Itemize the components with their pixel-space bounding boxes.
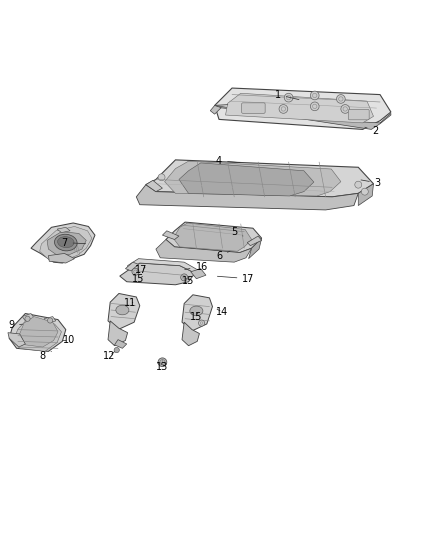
Polygon shape (57, 228, 70, 232)
Text: 17: 17 (135, 265, 148, 275)
Polygon shape (108, 294, 140, 329)
Polygon shape (31, 223, 95, 263)
Circle shape (198, 320, 205, 326)
Circle shape (47, 318, 53, 323)
Text: 15: 15 (182, 276, 195, 286)
Polygon shape (179, 163, 314, 196)
Circle shape (311, 91, 319, 100)
Circle shape (158, 174, 165, 181)
Text: 12: 12 (103, 351, 116, 361)
Text: 10: 10 (63, 335, 75, 345)
Text: 1: 1 (275, 90, 299, 100)
Text: 3: 3 (361, 178, 381, 188)
Circle shape (284, 93, 293, 102)
FancyBboxPatch shape (242, 103, 265, 114)
Polygon shape (47, 232, 86, 254)
Polygon shape (358, 184, 374, 206)
Polygon shape (226, 93, 374, 123)
Polygon shape (115, 340, 127, 349)
Text: 15: 15 (132, 273, 145, 284)
Text: 16: 16 (185, 262, 208, 271)
Circle shape (311, 102, 319, 111)
Text: 8: 8 (40, 351, 51, 361)
Text: 2: 2 (365, 126, 379, 136)
Polygon shape (108, 321, 127, 346)
Circle shape (341, 104, 350, 114)
FancyBboxPatch shape (348, 109, 369, 120)
Polygon shape (125, 262, 138, 271)
Circle shape (158, 358, 167, 367)
Ellipse shape (57, 237, 74, 248)
Circle shape (181, 274, 187, 281)
Text: 7: 7 (61, 238, 86, 247)
Text: 13: 13 (156, 362, 169, 373)
Polygon shape (165, 161, 341, 196)
Polygon shape (156, 239, 252, 262)
Polygon shape (162, 231, 179, 239)
Ellipse shape (190, 306, 203, 316)
Polygon shape (215, 88, 391, 130)
Polygon shape (40, 227, 92, 262)
Polygon shape (182, 295, 212, 331)
Polygon shape (120, 263, 195, 285)
Polygon shape (191, 269, 206, 279)
Ellipse shape (54, 235, 77, 251)
Polygon shape (44, 317, 56, 323)
Text: 4: 4 (216, 156, 240, 166)
Polygon shape (14, 318, 61, 351)
Polygon shape (210, 106, 221, 114)
Circle shape (355, 181, 362, 188)
Polygon shape (136, 184, 358, 210)
Polygon shape (8, 333, 25, 347)
Polygon shape (9, 313, 66, 351)
Polygon shape (215, 106, 391, 130)
Polygon shape (146, 180, 162, 192)
Circle shape (336, 94, 345, 103)
Polygon shape (247, 236, 261, 246)
Polygon shape (146, 160, 374, 197)
Polygon shape (182, 322, 199, 346)
Text: 14: 14 (216, 307, 229, 317)
Polygon shape (127, 259, 199, 273)
Polygon shape (173, 223, 252, 251)
Text: 9: 9 (8, 320, 23, 330)
Polygon shape (22, 313, 34, 321)
Circle shape (114, 348, 119, 353)
Circle shape (279, 104, 288, 114)
Circle shape (25, 316, 30, 321)
Polygon shape (48, 254, 74, 263)
Polygon shape (166, 222, 261, 253)
Ellipse shape (116, 305, 129, 315)
Text: 11: 11 (124, 298, 136, 309)
Text: 15: 15 (190, 312, 202, 321)
Circle shape (361, 188, 368, 195)
Circle shape (132, 268, 139, 275)
Text: 6: 6 (216, 251, 230, 261)
Polygon shape (20, 317, 58, 347)
Text: 17: 17 (217, 273, 255, 284)
Polygon shape (249, 238, 261, 259)
Text: 5: 5 (231, 227, 243, 237)
